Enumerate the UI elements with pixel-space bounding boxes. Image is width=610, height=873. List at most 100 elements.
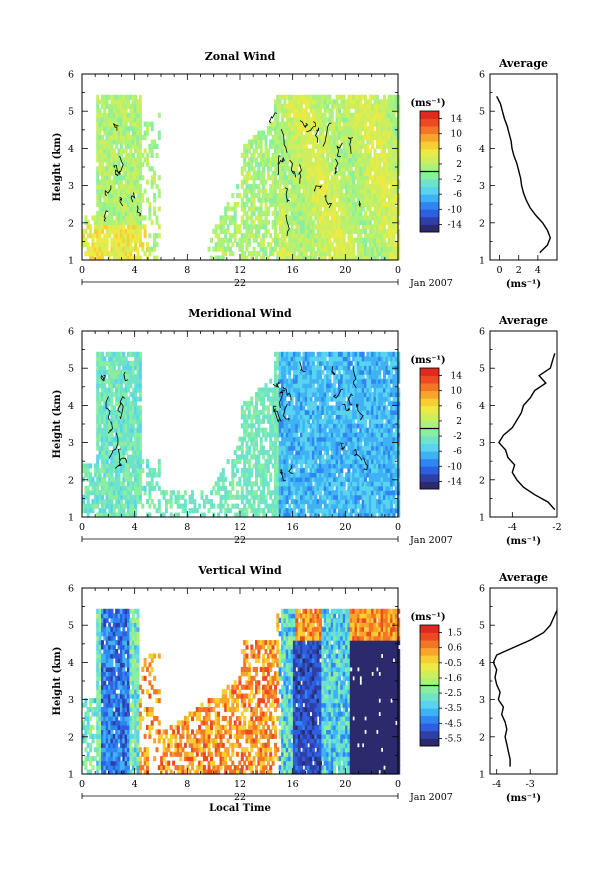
heatmap-cell — [328, 242, 332, 248]
heatmap-cell — [309, 387, 313, 393]
heatmap-cell — [269, 441, 273, 447]
heatmap-cell — [276, 197, 280, 203]
heatmap-cell — [328, 139, 332, 145]
heatmap-cell — [345, 224, 349, 230]
heatmap-cell — [278, 494, 282, 500]
heatmap-cell — [361, 215, 365, 221]
heatmap-cell — [117, 414, 121, 420]
heatmap-cell — [295, 228, 299, 234]
heatmap-cell — [300, 396, 303, 402]
heatmap-cell — [129, 383, 133, 389]
heatmap-cell — [285, 202, 289, 208]
heatmap-cell — [146, 472, 149, 478]
heatmap-cell — [278, 454, 282, 460]
heatmap-cell — [335, 139, 339, 145]
heatmap-cell — [143, 135, 147, 141]
heatmap-cell — [314, 369, 318, 375]
heatmap-cell — [378, 103, 382, 109]
y-tick-label: 2 — [68, 218, 74, 229]
heatmap-cell — [387, 215, 391, 221]
heatmap-cell — [148, 481, 152, 487]
heatmap-cell — [101, 485, 104, 491]
heatmap-cell — [101, 351, 104, 357]
heatmap-cell — [210, 499, 213, 505]
heatmap-cell — [217, 237, 221, 243]
heatmap-cell — [243, 476, 247, 482]
heatmap-cell — [349, 121, 353, 127]
heatmap-cell — [300, 436, 303, 442]
heatmap-cell — [304, 255, 308, 261]
heatmap-cell — [316, 135, 320, 141]
heatmap-cell — [314, 166, 318, 172]
heatmap-cell — [264, 215, 268, 221]
heatmap-cell — [112, 485, 116, 491]
heatmap-cell — [326, 197, 330, 203]
heatmap-cell — [330, 166, 334, 172]
heatmap-cell — [250, 202, 254, 208]
heatmap-cell — [390, 233, 394, 239]
heatmap-cell — [378, 197, 382, 203]
heatmap-cell — [319, 255, 322, 261]
heatmap-cell — [221, 224, 225, 230]
heatmap-cell — [127, 224, 130, 230]
heatmap-cell — [96, 184, 100, 190]
heatmap-cell — [245, 210, 249, 216]
heatmap-cell — [191, 490, 194, 496]
heatmap-cell — [108, 215, 112, 221]
heatmap-cell — [98, 427, 102, 433]
heatmap-cell — [148, 490, 152, 496]
heatmap-cell — [252, 436, 256, 442]
heatmap-cell — [307, 418, 311, 424]
heatmap-cell — [311, 206, 315, 212]
heatmap-cell — [378, 219, 382, 225]
heatmap-cell — [103, 472, 107, 478]
heatmap-cell — [115, 237, 119, 243]
heatmap-cell — [314, 197, 318, 203]
heatmap-cell — [356, 139, 360, 145]
heatmap-cell — [297, 233, 301, 239]
heatmap-cell — [255, 237, 258, 243]
heatmap-cell — [138, 467, 142, 473]
heatmap-cell — [96, 152, 100, 158]
heatmap-cell — [255, 418, 258, 424]
heatmap-cell — [283, 139, 287, 145]
heatmap-cell — [131, 481, 135, 487]
heatmap-cell — [390, 251, 394, 257]
heatmap-cell — [283, 378, 287, 384]
heatmap-cell — [150, 166, 154, 172]
heatmap-cell — [380, 210, 384, 216]
heatmap-cell — [309, 378, 313, 384]
heatmap-cell — [127, 427, 130, 433]
heatmap-cell — [105, 152, 109, 158]
heatmap-cell — [110, 242, 114, 248]
heatmap-cell — [326, 188, 330, 194]
heatmap-cell — [333, 202, 337, 208]
heatmap-cell — [319, 237, 322, 243]
heatmap-cell — [383, 202, 386, 208]
heatmap-cell — [257, 427, 261, 433]
heatmap-cell — [290, 206, 294, 212]
heatmap-cell — [285, 184, 289, 190]
heatmap-cell — [300, 400, 303, 406]
heatmap-cell — [368, 233, 372, 239]
heatmap-cell — [285, 418, 289, 424]
heatmap-cell — [311, 351, 315, 357]
heatmap-cell — [328, 126, 332, 132]
heatmap-cell — [307, 112, 311, 118]
heatmap-cell — [309, 157, 313, 163]
heatmap-cell — [157, 467, 161, 473]
heatmap-cell — [255, 255, 258, 261]
heatmap-cell — [259, 436, 263, 442]
heatmap-cell — [276, 499, 280, 505]
heatmap-cell — [328, 193, 332, 199]
heatmap-cell — [117, 228, 121, 234]
heatmap-cell — [278, 450, 282, 456]
heatmap-cell — [321, 224, 325, 230]
heatmap-cell — [316, 383, 320, 389]
heatmap-cell — [101, 454, 104, 460]
heatmap-cell — [101, 166, 104, 172]
heatmap-cell — [257, 152, 261, 158]
heatmap-cell — [86, 503, 90, 509]
heatmap-cell — [134, 179, 138, 185]
heatmap-cell — [288, 490, 292, 496]
